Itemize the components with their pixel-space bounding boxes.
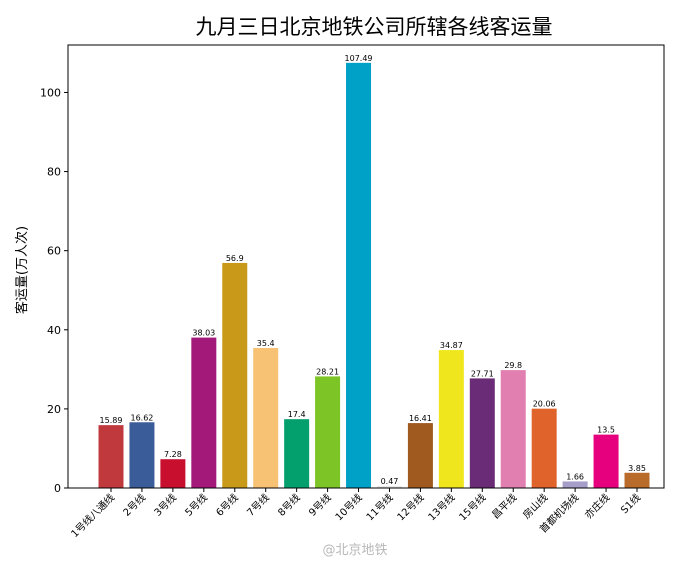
bar-4 (222, 262, 248, 488)
data-label-10: 16.41 (409, 414, 432, 423)
data-label-0: 15.89 (100, 416, 123, 425)
x-tick-label-11: 13号线 (425, 491, 457, 523)
x-tick-label-10: 12号线 (394, 491, 426, 523)
data-label-13: 29.8 (504, 361, 522, 370)
x-tick-label-4: 6号线 (213, 491, 241, 519)
x-tick-label-9: 11号线 (363, 491, 395, 523)
data-label-2: 7.28 (164, 450, 182, 459)
data-label-6: 17.4 (288, 410, 306, 419)
x-tick-label-0: 1号线八通线 (68, 491, 117, 540)
data-label-11: 34.87 (440, 341, 463, 350)
y-tick-label-0: 0 (54, 482, 61, 495)
bar-15 (562, 481, 588, 488)
x-tick-label-13: 昌平线 (489, 491, 519, 521)
data-label-5: 35.4 (257, 339, 275, 348)
data-label-9: 0.47 (381, 477, 399, 486)
data-label-3: 38.03 (192, 329, 215, 338)
x-tick-label-8: 10号线 (332, 491, 364, 523)
x-tick-label-3: 5号线 (182, 491, 210, 519)
bar-5 (253, 347, 279, 488)
x-tick-label-6: 8号线 (275, 491, 303, 519)
bar-6 (284, 419, 310, 488)
x-tick-label-5: 7号线 (244, 491, 272, 519)
x-tick-label-14: 房山线 (520, 491, 550, 521)
bar-13 (500, 370, 526, 488)
data-labels-group: 15.89 16.62 7.28 38.03 56.9 35.4 17.4 28.21 107.… (100, 54, 646, 486)
bar-1 (129, 422, 155, 488)
y-tick-label-5: 100 (40, 86, 61, 99)
data-label-16: 13.5 (597, 426, 615, 435)
x-tick-label-16: 亦庄线 (582, 491, 612, 521)
bar-17 (624, 472, 650, 488)
bar-9 (376, 486, 402, 488)
y-tick-label-3: 60 (47, 245, 61, 258)
data-label-14: 20.06 (533, 400, 556, 409)
data-label-12: 27.71 (471, 369, 494, 378)
bar-2 (160, 459, 186, 488)
plot-frame (67, 44, 665, 489)
chart-title: 九月三日北京地铁公司所辖各线客运量 (196, 15, 553, 39)
data-label-1: 16.62 (130, 413, 153, 422)
x-tick-label-12: 15号线 (456, 491, 488, 523)
bar-8 (346, 62, 372, 489)
bar-12 (469, 378, 495, 488)
bar-3 (191, 337, 217, 488)
y-tick-label-1: 20 (47, 403, 61, 416)
bars-group (98, 62, 650, 489)
data-label-17: 3.85 (628, 464, 646, 473)
bar-7 (315, 376, 341, 488)
x-ticks-group: 1号线八通线 2号线 3号线 5号线 6号线 7号线 8号线 9号线 10号线 11号线 12号线 1… (68, 488, 643, 540)
x-tick-label-17: S1线 (618, 491, 643, 516)
y-ticks-group: 0 20 40 60 80 100 (40, 86, 68, 495)
data-label-7: 28.21 (316, 367, 339, 376)
bar-16 (593, 434, 619, 488)
data-label-4: 56.9 (226, 254, 244, 263)
x-tick-label-1: 2号线 (120, 491, 148, 519)
data-label-15: 1.66 (566, 472, 584, 481)
x-tick-label-7: 9号线 (306, 491, 334, 519)
bar-14 (531, 408, 557, 488)
y-tick-label-2: 40 (47, 324, 61, 337)
watermark-text: @北京地铁 (322, 543, 387, 558)
y-axis-label: 客运量(万人次) (14, 226, 30, 314)
bar-0 (98, 425, 124, 488)
bar-10 (407, 423, 433, 488)
bar-11 (438, 350, 464, 488)
data-label-8: 107.49 (345, 54, 373, 63)
y-tick-label-4: 80 (47, 166, 61, 179)
x-tick-label-2: 3号线 (151, 491, 179, 519)
